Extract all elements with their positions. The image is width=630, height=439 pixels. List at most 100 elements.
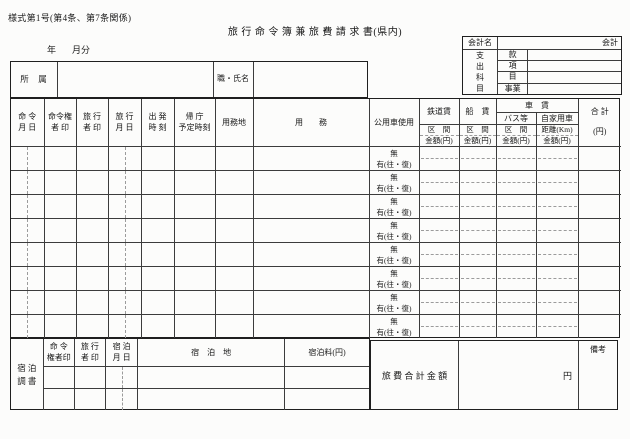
cell-duty <box>252 313 370 339</box>
col-header-private-car: 自家用車 <box>535 111 579 125</box>
main-table-row: 無 有(往・復) <box>10 169 622 195</box>
cell-order-date <box>10 265 45 291</box>
cell-order-date <box>10 241 45 267</box>
lodging-header-stay-fee: 宿泊料(円) <box>284 338 370 367</box>
year-label: 年 <box>47 45 57 55</box>
form-style-number: 様式第1号(第4条、第7条関係) <box>8 13 132 23</box>
cell-total <box>577 145 622 171</box>
summary-box: 旅 費 合 計 金 額 円 備考 <box>370 340 618 410</box>
cell-departure-time <box>140 169 175 195</box>
level-kan-value <box>527 48 622 61</box>
public-car-have-label: 有(往・復) <box>376 279 412 289</box>
cell-duty-place <box>214 145 254 171</box>
cell-private-car-fare <box>535 241 579 267</box>
cell-private-car-fare <box>535 169 579 195</box>
account-name-value: 会計 <box>496 36 622 50</box>
cell-lodging-stay-place <box>137 387 285 411</box>
col-header-total: 合 計 (円) <box>577 98 622 147</box>
col-header-public-car-use: 公用車使用 <box>368 98 420 147</box>
col-header-car-fare: 車 賃 <box>495 98 579 113</box>
cell-lodging-traveler-seal <box>73 387 107 411</box>
public-car-have-label: 有(往・復) <box>376 183 412 193</box>
position-name-label: 職・氏名 <box>212 61 254 98</box>
position-name-value <box>252 61 368 98</box>
cell-traveler-seal <box>75 313 109 339</box>
public-car-none-label: 無 <box>390 316 398 326</box>
main-table-row: 無 有(往・復) <box>10 313 622 339</box>
cell-total <box>577 289 622 315</box>
cell-duty-place <box>214 217 254 243</box>
main-table-row: 無 有(往・復) <box>10 241 622 267</box>
cell-duty-place <box>214 289 254 315</box>
public-car-have-label: 有(往・復) <box>376 231 412 241</box>
col-header-return-time: 帰 庁 予定時刻 <box>173 98 216 147</box>
cell-rail-fare <box>418 265 460 291</box>
cell-duty <box>252 217 370 243</box>
cell-departure-time <box>140 313 175 339</box>
cell-public-car-use: 無 有(往・復) <box>368 241 420 267</box>
cell-travel-date <box>107 289 142 315</box>
cell-order-date <box>10 289 45 315</box>
cell-lodging-orderer-seal <box>42 387 75 411</box>
cell-bus-fare <box>495 169 537 195</box>
col-header-duty: 用 務 <box>252 98 370 147</box>
lodging-table: 宿 泊 調 書 命 令 権者印 旅 行 者 印 宿 泊 月 日 宿 泊 地 宿泊… <box>10 338 370 411</box>
cell-bus-fare <box>495 265 537 291</box>
col-header-traveler-seal: 旅 行 者 印 <box>75 98 109 147</box>
lodging-section-label: 宿 泊 調 書 <box>10 338 44 411</box>
cell-orderer-seal <box>43 193 77 219</box>
cell-rail-fare <box>418 169 460 195</box>
col-header-bus-etc: バス等 <box>495 111 537 125</box>
cell-traveler-seal <box>75 241 109 267</box>
cell-lodging-stay-fee <box>284 387 370 411</box>
lodging-row <box>11 365 370 389</box>
cell-public-car-use: 無 有(往・復) <box>368 289 420 315</box>
cell-bus-fare <box>495 193 537 219</box>
cell-private-car-fare <box>535 289 579 315</box>
cell-departure-time <box>140 217 175 243</box>
cell-total <box>577 265 622 291</box>
total-amount-label: 旅 費 合 計 金 額 <box>371 341 459 409</box>
cell-public-car-use: 無 有(往・復) <box>368 193 420 219</box>
col-header-rail-fare: 鉄道賃 <box>418 98 460 125</box>
affiliation-label: 所 属 <box>10 61 58 98</box>
cell-return-time <box>173 313 216 339</box>
cell-rail-fare <box>418 313 460 339</box>
accounting-box: 会計名 会計 支 出 科 目 款 項 目 事業 <box>462 36 622 95</box>
cell-travel-date <box>107 217 142 243</box>
main-table-row: 無 有(往・復) <box>10 193 622 219</box>
cell-return-time <box>173 145 216 171</box>
public-car-none-label: 無 <box>390 148 398 158</box>
cell-return-time <box>173 241 216 267</box>
main-table-row: 無 有(往・復) <box>10 289 622 315</box>
level-jigyo-value <box>527 82 622 95</box>
rail-amount-label: 金額(円) <box>418 134 460 147</box>
public-car-have-label: 有(往・復) <box>376 303 412 313</box>
cell-order-date <box>10 193 45 219</box>
col-header-orderer-seal: 命令権 者 印 <box>43 98 77 147</box>
cell-bus-fare <box>495 289 537 315</box>
lodging-header-stay-date: 宿 泊 月 日 <box>105 338 139 367</box>
account-name-label: 会計名 <box>462 36 498 50</box>
cell-private-car-fare <box>535 313 579 339</box>
lodging-header-stay-place: 宿 泊 地 <box>137 338 285 367</box>
level-ko-label: 項 <box>496 59 529 73</box>
cell-orderer-seal <box>43 145 77 171</box>
year-month-line: 年 月分 <box>47 43 90 56</box>
cell-order-date <box>10 145 45 171</box>
cell-orderer-seal <box>43 313 77 339</box>
col-header-travel-date: 旅 行 月 日 <box>107 98 142 147</box>
cell-return-time <box>173 169 216 195</box>
ship-section-label: 区 間 <box>458 123 497 136</box>
cell-departure-time <box>140 289 175 315</box>
cell-orderer-seal <box>43 289 77 315</box>
main-table-row: 無 有(往・復) <box>10 217 622 243</box>
form-title: 旅 行 命 令 簿 兼 旅 費 請 求 書(県内) <box>227 27 403 38</box>
cell-total <box>577 241 622 267</box>
total-amount-cell: 円 <box>459 341 579 409</box>
cell-duty <box>252 145 370 171</box>
lodging-header-traveler-seal: 旅 行 者 印 <box>73 338 107 367</box>
currency-unit-label: 円 <box>562 370 572 381</box>
col-header-duty-place: 用務地 <box>214 98 254 147</box>
month-label: 月分 <box>72 45 91 55</box>
